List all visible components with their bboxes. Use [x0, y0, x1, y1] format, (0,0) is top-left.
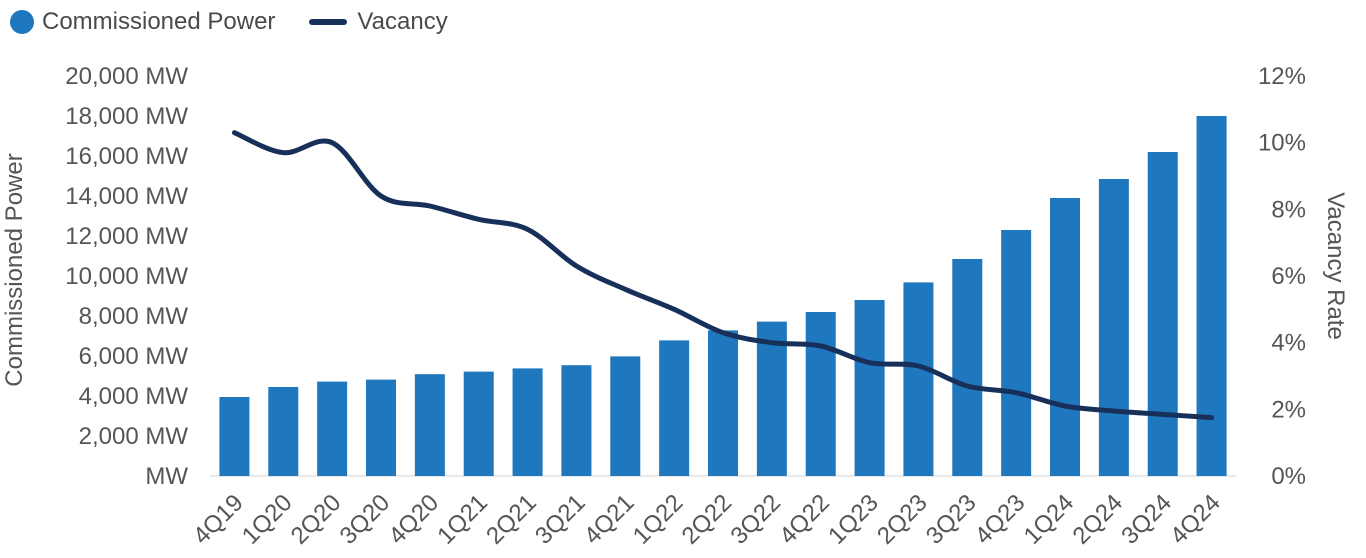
x-tick-label: 4Q22 — [774, 489, 835, 550]
bar[interactable] — [414, 374, 445, 476]
left-tick-label: 8,000 MW — [79, 303, 189, 330]
x-tick-label: 4Q23 — [970, 489, 1031, 550]
vacancy-line — [231, 130, 1215, 421]
x-tick-label: 1Q20 — [237, 489, 298, 550]
legend-item-vacancy[interactable]: Vacancy — [309, 8, 448, 36]
bar[interactable] — [219, 397, 250, 476]
bar[interactable] — [1001, 230, 1032, 476]
legend-item-commissioned-power[interactable]: Commissioned Power — [10, 8, 275, 36]
right-axis-title: Vacancy Rate — [1322, 192, 1349, 340]
left-tick-label: 4,000 MW — [79, 383, 189, 410]
bar[interactable] — [903, 282, 934, 476]
bar[interactable] — [512, 368, 543, 476]
x-tick-label: 3Q20 — [335, 489, 396, 550]
legend-swatch-line — [309, 19, 348, 25]
x-tick-label: 3Q23 — [921, 489, 982, 550]
right-axis-ticks: 0% 2% 4% 6% 8% 10% 12% — [1258, 63, 1306, 490]
left-tick-label: 2,000 MW — [79, 423, 189, 450]
left-tick-label: 20,000 MW — [65, 63, 188, 90]
bar[interactable] — [805, 312, 836, 476]
bar[interactable] — [268, 387, 299, 476]
x-tick-label: 3Q24 — [1116, 489, 1177, 550]
bar[interactable] — [1196, 116, 1227, 476]
x-tick-label: 1Q23 — [823, 489, 884, 550]
left-tick-label: 18,000 MW — [65, 103, 188, 130]
left-tick-label: 16,000 MW — [65, 143, 188, 170]
bar[interactable] — [317, 381, 348, 476]
x-axis-ticks: 4Q191Q202Q203Q204Q201Q212Q213Q214Q211Q22… — [188, 489, 1226, 550]
legend: Commissioned Power Vacancy — [10, 4, 482, 40]
bar[interactable] — [708, 330, 738, 476]
x-tick-label: 3Q21 — [530, 489, 591, 550]
bar[interactable] — [1098, 179, 1129, 476]
right-tick-label: 10% — [1258, 130, 1306, 157]
bar[interactable] — [659, 340, 690, 476]
x-tick-label: 1Q24 — [1019, 489, 1080, 550]
left-tick-label: 10,000 MW — [65, 263, 188, 290]
x-tick-label: 4Q20 — [383, 489, 444, 550]
x-tick-label: 4Q19 — [188, 489, 249, 550]
right-tick-label: 0% — [1271, 463, 1306, 490]
bar[interactable] — [610, 356, 641, 476]
bar[interactable] — [561, 365, 592, 476]
left-tick-label: MW — [145, 463, 188, 490]
bar[interactable] — [952, 259, 983, 476]
x-tick-label: 4Q24 — [1165, 489, 1226, 550]
right-tick-label: 2% — [1271, 396, 1306, 423]
x-tick-label: 2Q21 — [481, 489, 542, 550]
bar[interactable] — [854, 300, 885, 476]
bar[interactable] — [1050, 198, 1080, 476]
left-axis-title: Commissioned Power — [1, 153, 28, 386]
left-tick-label: 12,000 MW — [65, 223, 188, 250]
x-tick-label: 1Q22 — [628, 489, 689, 550]
left-tick-label: 14,000 MW — [65, 183, 188, 210]
x-tick-label: 2Q24 — [1067, 489, 1128, 550]
left-tick-label: 6,000 MW — [79, 343, 189, 370]
x-tick-label: 1Q21 — [432, 489, 493, 550]
x-tick-label: 3Q22 — [725, 489, 786, 550]
x-tick-label: 2Q20 — [286, 489, 347, 550]
bar-series — [219, 116, 1227, 476]
bar[interactable] — [463, 371, 494, 476]
legend-label-commissioned-power: Commissioned Power — [42, 8, 276, 35]
legend-label-vacancy: Vacancy — [357, 8, 448, 35]
right-tick-label: 12% — [1258, 63, 1306, 90]
right-tick-label: 4% — [1271, 330, 1306, 357]
bar[interactable] — [1147, 152, 1178, 476]
right-tick-label: 6% — [1271, 263, 1306, 290]
bar[interactable] — [366, 379, 396, 476]
bar[interactable] — [756, 321, 787, 476]
x-tick-label: 4Q21 — [579, 489, 640, 550]
x-tick-label: 2Q22 — [677, 489, 738, 550]
left-axis-ticks: MW 2,000 MW 4,000 MW 6,000 MW 8,000 MW 10,000… — [65, 63, 188, 490]
x-tick-label: 2Q23 — [872, 489, 933, 550]
right-tick-label: 8% — [1271, 196, 1306, 223]
legend-swatch-bar — [10, 10, 34, 34]
